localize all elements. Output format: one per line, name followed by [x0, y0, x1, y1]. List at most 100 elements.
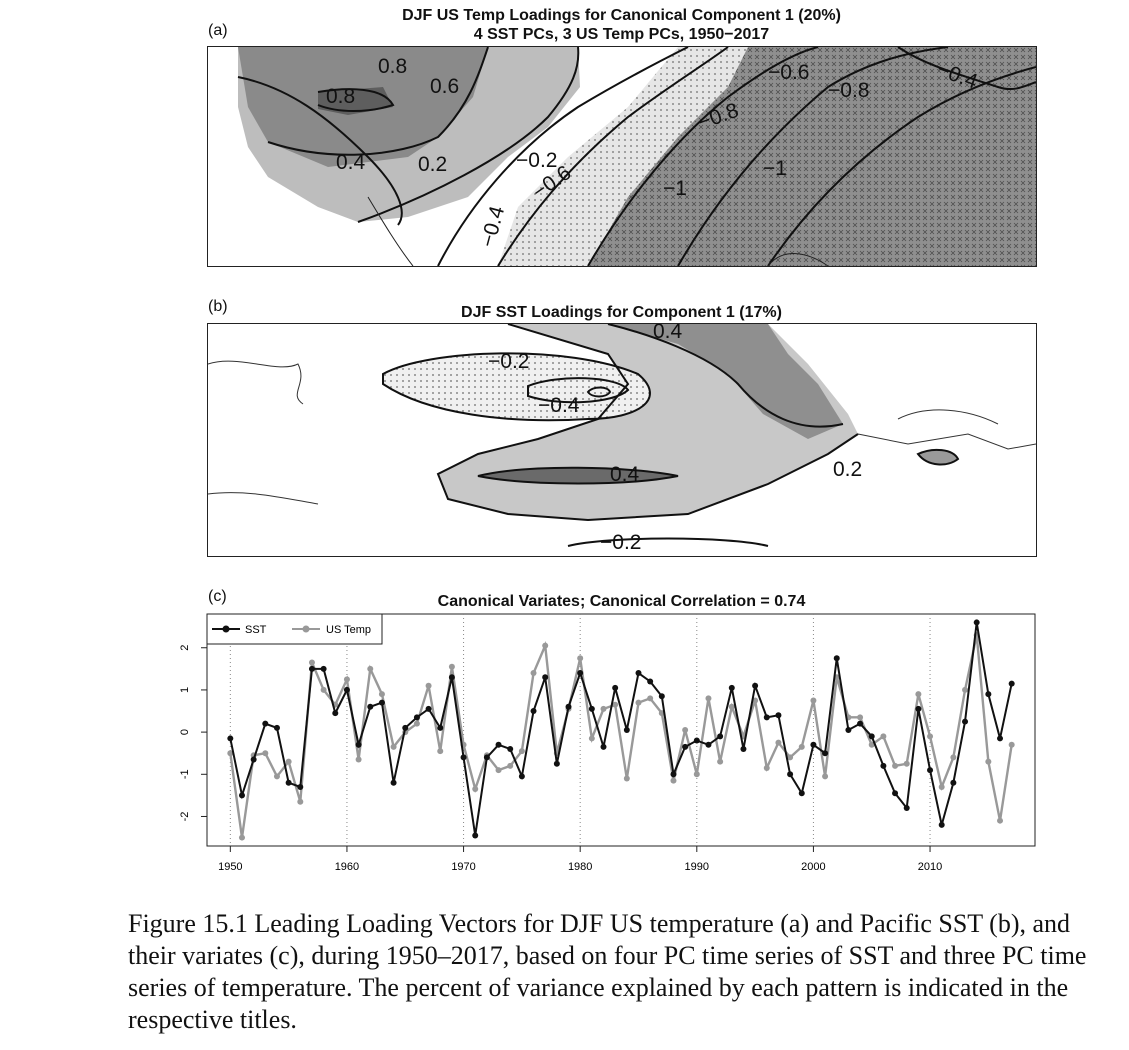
ustemp-data-point: [612, 701, 619, 708]
ustemp-data-point: [238, 834, 245, 841]
ustemp-data-point: [343, 676, 350, 683]
us-temp-loadings-map: 0.8 0.8 0.6 0.4 0.2 −0.2 −0.4 −0.6 −0.8 …: [207, 46, 1037, 267]
sst-data-point: [238, 792, 245, 799]
sst-data-point: [880, 762, 887, 769]
panel-b-label: (b): [208, 298, 228, 315]
ustemp-data-point: [997, 817, 1004, 824]
ustemp-data-point: [273, 773, 280, 780]
ustemp-data-point: [962, 686, 969, 693]
sst-data-point: [810, 741, 817, 748]
sst-data-point: [448, 674, 455, 681]
ustemp-data-point: [518, 748, 525, 755]
ustemp-data-point: [262, 750, 269, 757]
y-tick-label: -1: [179, 769, 191, 779]
sst-data-point: [962, 718, 969, 725]
contour-label: 0.2: [833, 458, 862, 481]
ustemp-data-point: [542, 642, 549, 649]
x-tick-label: 1990: [685, 861, 709, 873]
sst-data-point: [483, 754, 490, 761]
sst-data-point: [938, 821, 945, 828]
sst-data-point: [507, 745, 514, 752]
ustemp-data-point: [635, 699, 642, 706]
sst-data-point: [390, 779, 397, 786]
x-tick-label: 1980: [568, 861, 592, 873]
ustemp-series-line: [229, 634, 1013, 838]
ustemp-data-point: [892, 762, 899, 769]
sst-data-point: [822, 750, 829, 757]
ustemp-data-point: [857, 714, 864, 721]
contour-label: 0.8: [378, 55, 407, 78]
plot-frame: [206, 613, 1036, 847]
contour-label: −0.4: [476, 203, 509, 249]
ustemp-data-point: [355, 756, 362, 763]
ustemp-data-point: [775, 739, 782, 746]
ustemp-data-point: [950, 754, 957, 761]
x-tick-label: 1950: [218, 861, 242, 873]
contour-label: −0.2: [488, 350, 529, 373]
sst-loadings-map: 0.4 −0.2 −0.4 0.4 0.2 −0.2: [207, 323, 1037, 557]
sst-data-point: [833, 655, 840, 662]
ustemp-data-point: [705, 695, 712, 702]
ustemp-data-point: [285, 758, 292, 765]
ustemp-data-point: [810, 697, 817, 704]
contour-label: 0.6: [430, 75, 459, 98]
legend-sst-marker: [222, 625, 230, 633]
canonical-variates-chart: 1950 1960 1970 1980 1990 2000 2010 -2 -1 0 1 2 SST…: [179, 613, 1036, 873]
sst-data-point: [577, 670, 584, 677]
sst-data-point: [320, 665, 327, 672]
contour-label: 0.2: [418, 153, 447, 176]
ustemp-data-point: [297, 798, 304, 805]
sst-data-point: [787, 771, 794, 778]
panel-a-label: (a): [208, 22, 228, 39]
sst-data-point: [903, 805, 910, 812]
ustemp-data-point: [763, 764, 770, 771]
ustemp-data-point: [903, 760, 910, 767]
ustemp-data-point: [985, 758, 992, 765]
sst-data-point: [437, 724, 444, 731]
ustemp-data-point: [623, 775, 630, 782]
ustemp-data-point: [367, 665, 374, 672]
sst-data-point: [763, 714, 770, 721]
sst-data-point: [717, 733, 724, 740]
sst-data-point: [227, 735, 234, 742]
sst-data-point: [740, 745, 747, 752]
sst-data-point: [542, 674, 549, 681]
sst-data-point: [927, 767, 934, 774]
sst-data-point: [413, 714, 420, 721]
legend-ustemp-label: US Temp: [326, 624, 371, 636]
sst-data-point: [1008, 680, 1015, 687]
sst-data-point: [378, 699, 385, 706]
sst-data-point: [612, 684, 619, 691]
ustemp-data-point: [495, 767, 502, 774]
sst-data-point: [425, 705, 432, 712]
sst-data-point: [973, 619, 980, 626]
x-tick-label: 2010: [918, 861, 942, 873]
contour-label: −1: [663, 177, 687, 200]
ustemp-data-point: [670, 777, 677, 784]
sst-data-point: [367, 703, 374, 710]
ustemp-data-point: [787, 754, 794, 761]
sst-data-point: [355, 741, 362, 748]
sst-data-point: [798, 790, 805, 797]
ustemp-data-point: [308, 659, 315, 666]
sst-data-point: [297, 783, 304, 790]
ustemp-data-point: [425, 682, 432, 689]
ustemp-data-point: [530, 670, 537, 677]
ustemp-data-point: [413, 720, 420, 727]
contour-label: 0.8: [326, 85, 355, 108]
sst-data-point: [693, 737, 700, 744]
x-tick-label: 1970: [451, 861, 475, 873]
ustemp-data-point: [577, 655, 584, 662]
sst-data-point: [857, 720, 864, 727]
sst-data-point: [565, 703, 572, 710]
contour-label: −0.2: [600, 531, 641, 554]
sst-data-point: [262, 720, 269, 727]
sst-data-point: [658, 693, 665, 700]
ustemp-data-point: [868, 741, 875, 748]
contour-label: 0.4: [336, 151, 366, 174]
ustemp-data-point: [600, 705, 607, 712]
contour-label: −0.6: [768, 61, 809, 84]
panel-a-title-line1: DJF US Temp Loadings for Canonical Compo…: [402, 7, 841, 24]
panel-a-title-line2: 4 SST PCs, 3 US Temp PCs, 1950−2017: [473, 26, 770, 43]
ustemp-data-point: [798, 743, 805, 750]
